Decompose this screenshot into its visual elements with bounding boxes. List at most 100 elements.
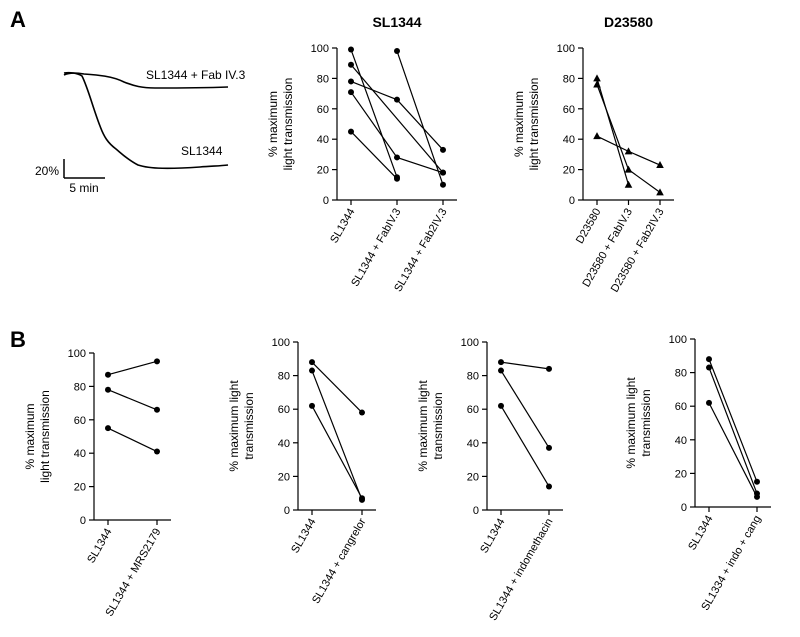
trace-label-top: SL1344 + Fab IV.3 bbox=[146, 68, 246, 82]
x-tick-label: SL1344 bbox=[478, 517, 507, 556]
data-point bbox=[754, 478, 760, 485]
scale-label-x: 5 min bbox=[69, 181, 98, 195]
series-line bbox=[107, 389, 158, 411]
y-axis-title-line: % maximum bbox=[512, 91, 526, 157]
data-point bbox=[348, 61, 354, 68]
data-point bbox=[154, 406, 160, 413]
data-point bbox=[498, 402, 504, 409]
data-point bbox=[593, 132, 601, 140]
data-point bbox=[348, 89, 354, 96]
y-tick-label: 0 bbox=[284, 505, 290, 517]
y-tick-label: 60 bbox=[317, 104, 329, 116]
data-point bbox=[154, 448, 160, 455]
data-point bbox=[154, 358, 160, 365]
y-axis-title-line: light transmission bbox=[527, 78, 541, 171]
y-tick-label: 0 bbox=[681, 502, 687, 514]
y-tick-label: 20 bbox=[675, 468, 687, 480]
y-axis-title-line: % maximum bbox=[23, 403, 37, 469]
y-axis-title: % maximum lighttransmission bbox=[227, 380, 256, 472]
x-tick-label: SL1344 bbox=[289, 517, 318, 556]
aggregation-trace-panel: SL1344 + Fab IV.3 SL1344 20% 5 min bbox=[35, 68, 246, 195]
panel-label-a: A bbox=[10, 7, 26, 32]
series-line bbox=[596, 78, 630, 185]
series-line bbox=[350, 64, 444, 174]
series-line bbox=[708, 402, 758, 498]
y-tick-label: 0 bbox=[473, 505, 479, 517]
data-point bbox=[546, 444, 552, 451]
y-axis-title-line: light transmission bbox=[281, 78, 295, 171]
data-point bbox=[105, 386, 111, 393]
x-tick-label: SL1344 bbox=[85, 527, 114, 566]
series-line bbox=[350, 80, 444, 151]
x-tick-label: SL1344 bbox=[686, 514, 715, 553]
series-line bbox=[500, 405, 550, 487]
y-tick-label: 80 bbox=[278, 371, 290, 383]
y-tick-label: 60 bbox=[467, 404, 479, 416]
y-axis-title-line: transmission bbox=[431, 392, 445, 459]
x-tick-label: D23580 bbox=[574, 207, 604, 246]
x-tick-label: SL1344 + MRS2179 bbox=[104, 527, 164, 619]
data-point bbox=[593, 74, 601, 82]
series-line bbox=[708, 358, 758, 483]
x-tick-label: SL1344 bbox=[328, 207, 357, 246]
data-point bbox=[359, 495, 365, 502]
series-line bbox=[708, 367, 758, 494]
series-line bbox=[396, 50, 444, 185]
data-point bbox=[309, 359, 315, 366]
data-point bbox=[656, 188, 664, 196]
y-axis-title: % maximum lighttransmission bbox=[416, 380, 445, 472]
y-tick-label: 20 bbox=[563, 165, 575, 177]
y-tick-label: 100 bbox=[557, 43, 575, 55]
panel-label-b: B bbox=[10, 327, 26, 352]
data-point bbox=[309, 367, 315, 374]
data-point bbox=[394, 175, 400, 182]
y-tick-label: 100 bbox=[461, 337, 479, 349]
y-tick-label: 80 bbox=[74, 381, 86, 393]
y-tick-label: 0 bbox=[323, 195, 329, 207]
x-tick-label: SL1344 + Fab2IV.3 bbox=[392, 207, 449, 294]
y-axis-title: % maximumlight transmission bbox=[266, 78, 295, 171]
series-line bbox=[350, 49, 398, 178]
y-tick-label: 60 bbox=[278, 404, 290, 416]
y-tick-label: 100 bbox=[68, 348, 86, 360]
y-tick-label: 100 bbox=[669, 334, 687, 346]
y-axis-title: % maximum lighttransmission bbox=[624, 377, 653, 469]
x-tick-label: SL1344 + FabIV.3 bbox=[349, 207, 403, 289]
data-point bbox=[309, 402, 315, 409]
data-point bbox=[394, 154, 400, 161]
data-point bbox=[348, 46, 354, 53]
data-point bbox=[440, 146, 446, 153]
data-point bbox=[706, 364, 712, 371]
data-point bbox=[624, 180, 633, 188]
y-tick-label: 60 bbox=[74, 415, 86, 427]
data-point bbox=[498, 367, 504, 374]
y-tick-label: 80 bbox=[467, 371, 479, 383]
data-point bbox=[546, 365, 552, 372]
data-point bbox=[754, 493, 760, 500]
data-point bbox=[593, 80, 601, 88]
series-line bbox=[350, 91, 444, 174]
trace-sl1344 bbox=[63, 71, 229, 170]
trace-sl1344-fab bbox=[63, 72, 229, 89]
y-axis-title-line: transmission bbox=[639, 389, 653, 456]
data-point bbox=[656, 161, 664, 169]
y-tick-label: 100 bbox=[311, 43, 329, 55]
y-tick-label: 40 bbox=[467, 438, 479, 450]
y-tick-label: 20 bbox=[74, 482, 86, 494]
y-axis-title-line: light transmission bbox=[38, 390, 52, 483]
y-tick-label: 80 bbox=[675, 368, 687, 380]
data-point bbox=[348, 128, 354, 135]
y-tick-label: 40 bbox=[278, 438, 290, 450]
data-point bbox=[624, 165, 633, 173]
y-axis-title-line: % maximum bbox=[266, 91, 280, 157]
series-line bbox=[107, 427, 158, 453]
data-point bbox=[440, 169, 446, 176]
series-line bbox=[596, 84, 661, 193]
data-point bbox=[359, 409, 365, 416]
scale-label-y: 20% bbox=[35, 164, 59, 178]
